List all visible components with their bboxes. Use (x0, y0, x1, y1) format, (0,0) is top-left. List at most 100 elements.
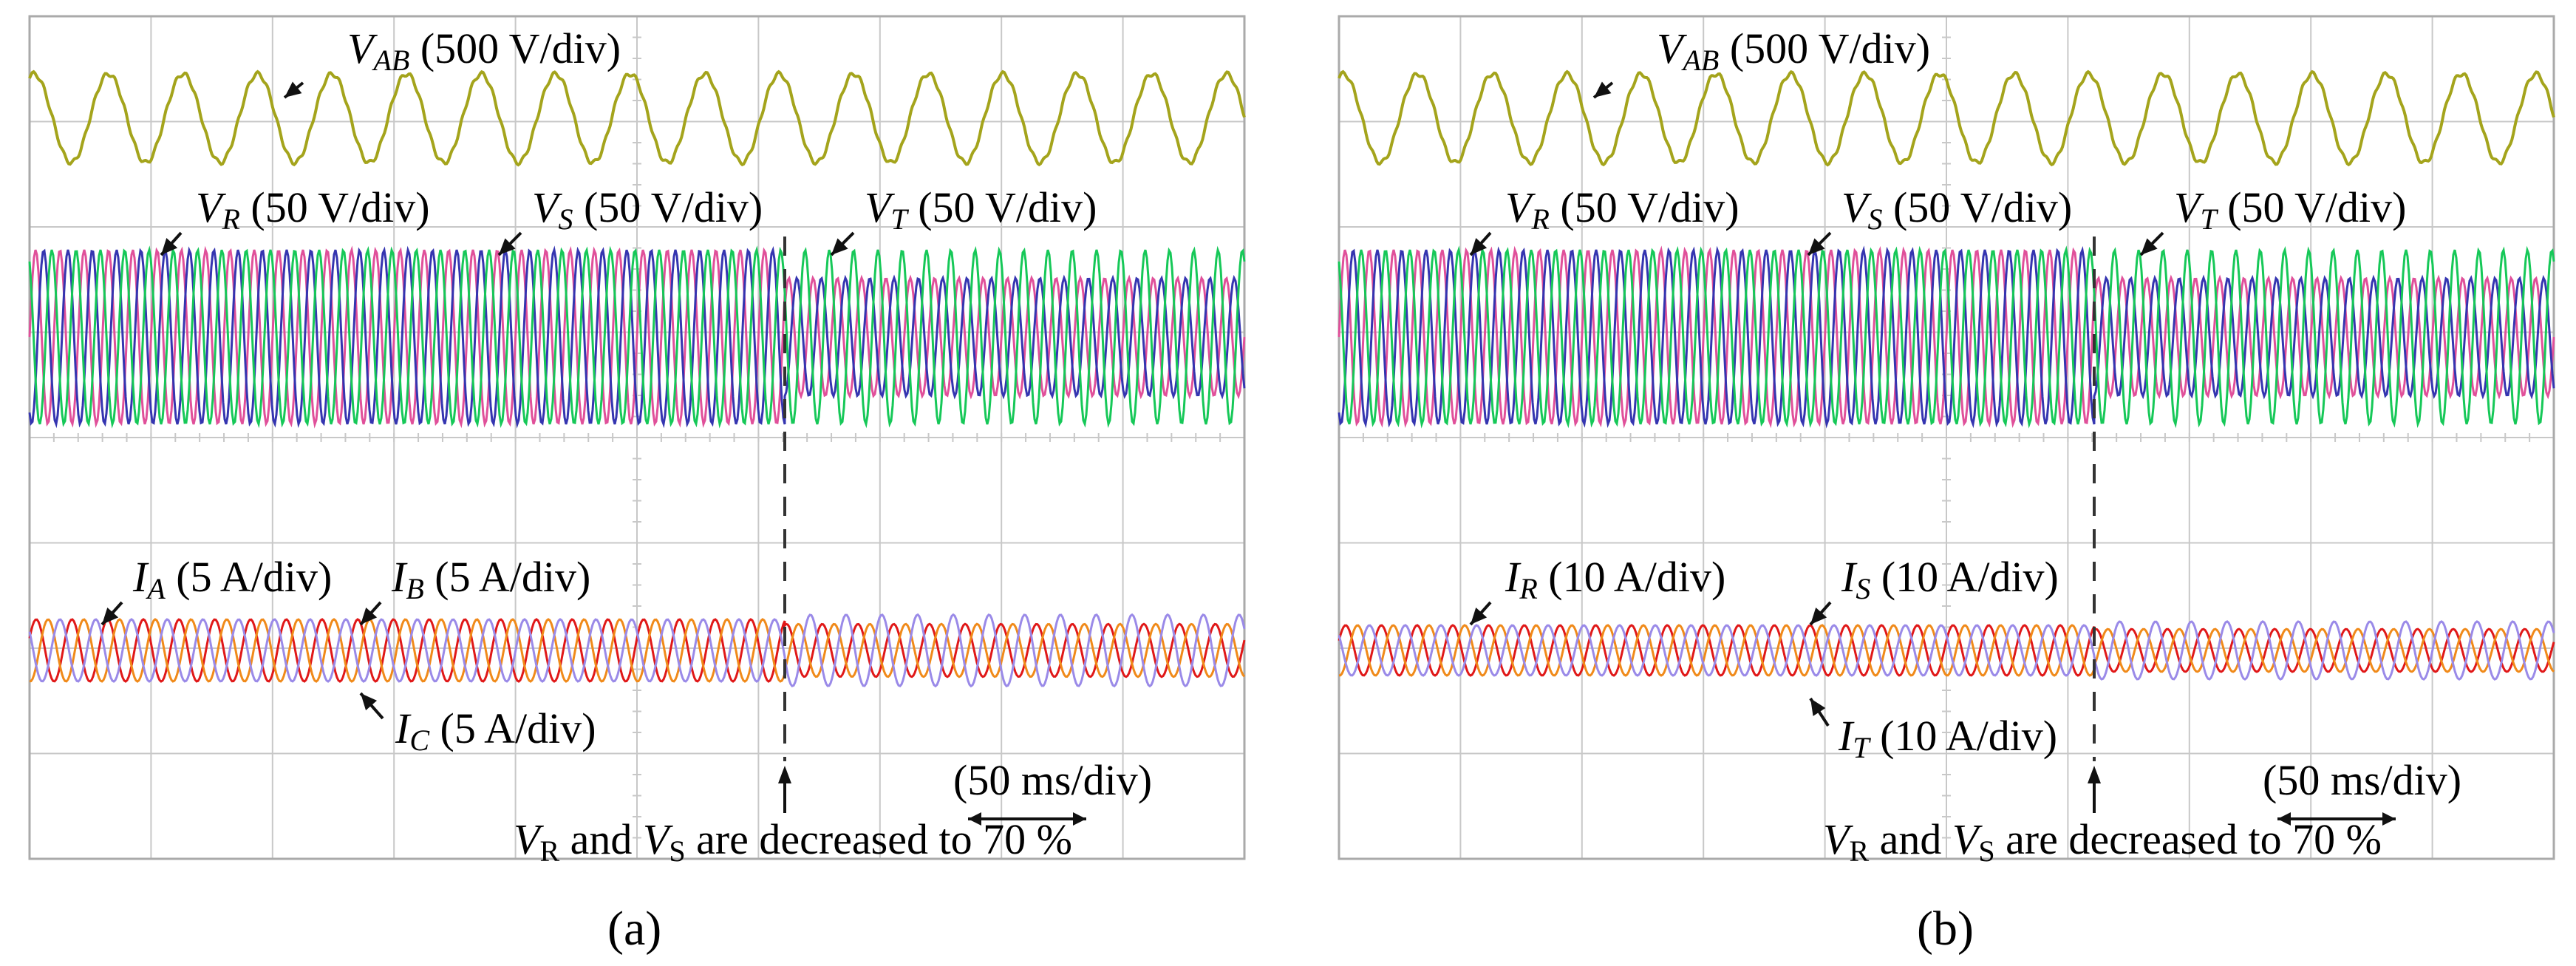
panel-b: (50 ms/div) VR and VS are decreased to 70… (1338, 15, 2555, 956)
annotation-space (1941, 815, 1952, 863)
series-label-text: IC (5 A/div) (395, 704, 596, 757)
trace-vab (28, 69, 1246, 167)
label-space (1882, 183, 1893, 231)
annotation-symbol: V (514, 815, 545, 863)
trace-vr (28, 245, 1246, 429)
x-scale-arrow-head-left (2277, 812, 2291, 826)
series-label-text: VAB (500 V/div) (1657, 24, 1930, 77)
series-label-i3: IT (10 A/div) (1809, 697, 2057, 764)
series-label-text: IT (10 A/div) (1838, 712, 2057, 764)
annotation-symbol: V (643, 815, 674, 863)
label-space (1870, 712, 1881, 760)
series-label-vs: VS (50 V/div) (1807, 183, 2072, 256)
series-label-text: IS (10 A/div) (1841, 553, 2059, 605)
series-label-i2: IS (10 A/div) (1809, 553, 2059, 626)
annotation-symbol: V (1823, 815, 1854, 863)
label-arrow-head (1594, 81, 1612, 98)
series-symbol: V (1657, 24, 1688, 72)
event-arrow-head (2088, 766, 2101, 783)
series-subscript: T (1853, 731, 1871, 764)
series-scale: (50 V/div) (2227, 183, 2406, 231)
label-space (573, 183, 584, 231)
label-arrow-head (1471, 237, 1488, 255)
series-label-text: IB (5 A/div) (391, 553, 590, 605)
annotation-space (1995, 815, 2006, 863)
series-scale: (50 V/div) (1893, 183, 2072, 231)
trace-vs (1338, 245, 2555, 429)
label-space (424, 553, 435, 601)
series-subscript: T (890, 203, 909, 236)
label-space (429, 704, 440, 752)
series-symbol: I (1838, 712, 1855, 760)
series-scale: (50 V/div) (918, 183, 1097, 231)
series-symbol: I (1505, 553, 1522, 601)
label-space (907, 183, 919, 231)
annotation-subscript: S (669, 834, 685, 868)
label-arrow-head (361, 607, 378, 625)
event-arrow-head (778, 766, 791, 783)
x-scale-label: (50 ms/div) (953, 756, 1152, 804)
series-label-vab: VAB (500 V/div) (1592, 24, 1930, 99)
series-label-i3: IC (5 A/div) (359, 692, 596, 757)
annotation-symbol: V (1952, 815, 1983, 863)
label-space (1870, 553, 1881, 601)
x-scale-arrow-head-right (1073, 812, 1086, 826)
series-subscript: AB (371, 44, 409, 77)
series-symbol: V (196, 183, 227, 231)
trace-vr (1338, 245, 2555, 429)
series-label-text: VS (50 V/div) (1841, 183, 2072, 236)
label-arrow-head (102, 607, 119, 625)
label-space (409, 24, 420, 72)
plot-frame (1338, 15, 2555, 860)
label-arrow-head (1810, 698, 1826, 716)
series-subscript: A (145, 572, 166, 605)
event-annotation: VR and VS are decreased to 70 % (514, 815, 1072, 868)
series-label-text: VS (50 V/div) (532, 183, 763, 236)
series-subscript: R (1530, 203, 1549, 236)
annotation-text-and: and (570, 815, 633, 863)
x-scale-label: (50 ms/div) (2263, 756, 2461, 804)
event-annotation: VR and VS are decreased to 70 % (1823, 815, 2382, 868)
trace-vt (28, 245, 1246, 429)
series-scale: (10 A/div) (1881, 553, 2059, 601)
series-subscript: AB (1680, 44, 1719, 77)
annotation-subscript: S (1978, 834, 1994, 868)
series-symbol: I (132, 553, 149, 601)
series-subscript: R (1519, 572, 1537, 605)
series-label-text: VAB (500 V/div) (347, 24, 621, 77)
series-symbol: I (1841, 553, 1858, 601)
annotation-subscript: R (1849, 834, 1869, 868)
series-subscript: S (1856, 572, 1870, 605)
label-arrow-head (361, 693, 378, 711)
annotation-space (632, 815, 643, 863)
annotation-subscript: R (539, 834, 559, 868)
series-label-text: IR (10 A/div) (1505, 553, 1725, 605)
series-subscript: B (406, 572, 423, 605)
x-scale-arrow-head-right (2382, 812, 2396, 826)
series-label-text: VR (50 V/div) (196, 183, 430, 236)
series-symbol: V (865, 183, 896, 231)
series-label-vr: VR (50 V/div) (160, 183, 430, 256)
label-arrow-head (2141, 238, 2158, 255)
annotation-space (686, 815, 697, 863)
series-scale: (10 A/div) (1880, 712, 2057, 760)
label-arrow-head (1471, 607, 1488, 625)
series-symbol: V (532, 183, 563, 231)
series-scale: (10 A/div) (1548, 553, 1725, 601)
label-space (240, 183, 251, 231)
label-space (1719, 24, 1730, 72)
trace-vab (1338, 69, 2555, 167)
series-symbol: I (395, 704, 412, 752)
trace-vt (1338, 245, 2555, 429)
annotation-space (559, 815, 570, 863)
series-scale: (50 V/div) (584, 183, 763, 231)
series-label-vt: VT (50 V/div) (830, 183, 1097, 256)
annotation-text-and: and (1880, 815, 1942, 863)
series-scale: (5 A/div) (440, 704, 596, 752)
label-space (2217, 183, 2228, 231)
series-symbol: V (2174, 183, 2205, 231)
panel-label: (b) (1917, 902, 1974, 956)
series-label-text: VT (50 V/div) (2174, 183, 2406, 236)
label-arrow-head (1808, 238, 1825, 255)
